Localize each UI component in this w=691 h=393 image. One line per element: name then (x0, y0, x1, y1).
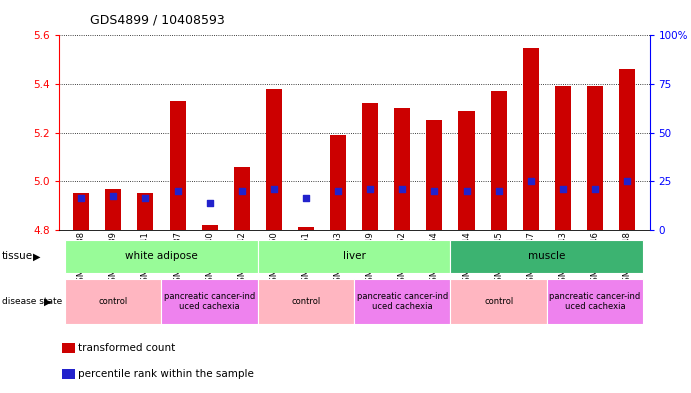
Point (301, 195, 312, 202)
Bar (65, 240, 258, 273)
Bar (451, 279, 547, 324)
Text: ▶: ▶ (33, 252, 41, 261)
Point (558, 185, 569, 192)
Text: pancreatic cancer-ind
uced cachexia: pancreatic cancer-ind uced cachexia (164, 292, 255, 311)
Bar (395, 108, 410, 230)
Point (525, 178, 536, 184)
Bar (555, 86, 571, 230)
Point (493, 188, 504, 194)
Bar (266, 89, 282, 230)
Point (108, 193, 119, 199)
Point (397, 185, 408, 192)
Bar (138, 193, 153, 230)
Bar (202, 225, 218, 230)
Text: ▶: ▶ (44, 297, 51, 307)
Point (236, 188, 247, 194)
Point (365, 185, 376, 192)
Bar (330, 135, 346, 230)
Text: liver: liver (343, 252, 366, 261)
Bar (619, 70, 635, 230)
Point (621, 178, 632, 184)
Point (204, 200, 215, 206)
Bar (459, 111, 475, 230)
Bar (105, 189, 122, 230)
Point (461, 188, 472, 194)
Bar (426, 121, 442, 230)
Bar (169, 101, 186, 230)
Bar (491, 91, 507, 230)
Point (332, 188, 343, 194)
Bar (362, 103, 378, 230)
Bar (354, 279, 451, 324)
Point (268, 185, 279, 192)
Bar (298, 228, 314, 230)
Text: muscle: muscle (528, 252, 565, 261)
Bar (547, 279, 643, 324)
Bar (65, 279, 162, 324)
Bar (587, 86, 603, 230)
Point (429, 188, 440, 194)
Text: pancreatic cancer-ind
uced cachexia: pancreatic cancer-ind uced cachexia (549, 292, 641, 311)
Bar (73, 193, 89, 230)
Bar (258, 279, 354, 324)
Bar (258, 240, 451, 273)
Bar (451, 240, 643, 273)
Text: white adipose: white adipose (125, 252, 198, 261)
Point (589, 185, 600, 192)
Text: transformed count: transformed count (78, 343, 176, 353)
Text: disease state: disease state (2, 297, 62, 306)
Point (172, 188, 183, 194)
Bar (162, 279, 258, 324)
Text: control: control (484, 297, 513, 306)
Point (76, 195, 87, 202)
Text: control: control (99, 297, 128, 306)
Text: tissue: tissue (2, 252, 33, 261)
Text: percentile rank within the sample: percentile rank within the sample (78, 369, 254, 379)
Text: pancreatic cancer-ind
uced cachexia: pancreatic cancer-ind uced cachexia (357, 292, 448, 311)
Bar (522, 48, 539, 230)
Point (140, 195, 151, 202)
Text: GDS4899 / 10408593: GDS4899 / 10408593 (90, 14, 225, 27)
Text: control: control (292, 297, 321, 306)
Bar (234, 167, 249, 230)
